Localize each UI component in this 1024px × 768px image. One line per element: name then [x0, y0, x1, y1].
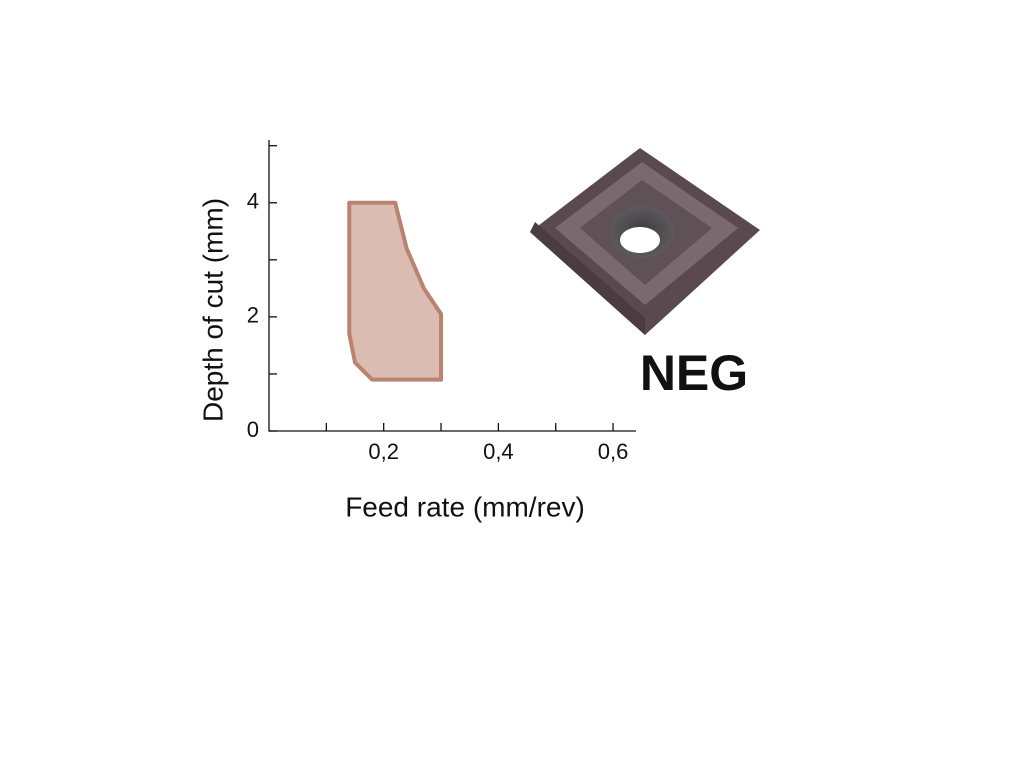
y-tick-label: 2: [247, 303, 259, 328]
y-tick-label: 4: [247, 189, 259, 214]
x-tick-label: 0,4: [483, 439, 514, 464]
x-axis-label: Feed rate (mm/rev): [345, 491, 585, 522]
y-axis-label: Depth of cut (mm): [197, 198, 228, 422]
insert-image: [530, 148, 760, 335]
axes: [268, 140, 636, 432]
x-tick-label: 0,6: [598, 439, 629, 464]
y-tick-label: 0: [247, 417, 259, 442]
insert-label: NEG: [640, 345, 748, 401]
application-area: [347, 200, 444, 382]
x-tick-label: 0,2: [368, 439, 399, 464]
